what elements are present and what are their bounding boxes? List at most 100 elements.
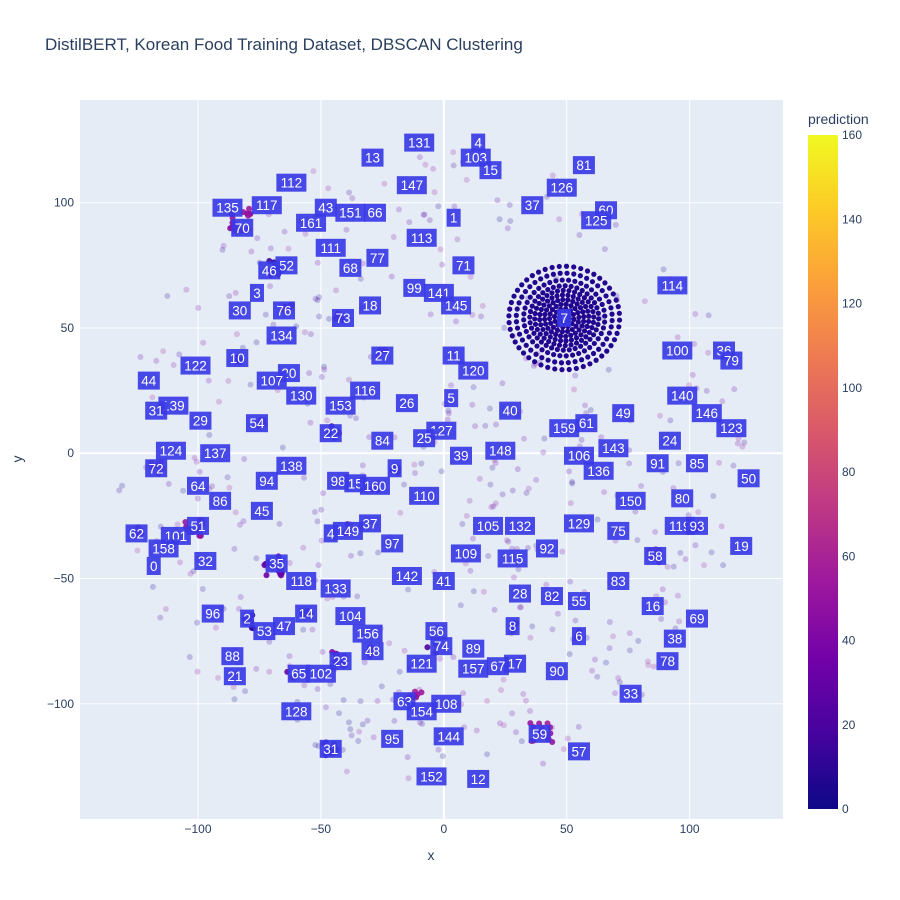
cluster-label-text: 33 [623,687,638,702]
ring-cluster-point [585,299,591,305]
ring-cluster-point [569,352,576,358]
cluster-label-90: 90 [545,662,568,681]
ring-cluster-point [594,305,600,311]
cluster-label-text: 78 [660,654,675,669]
ring-cluster-point [585,318,592,325]
cluster-label-box [432,572,455,591]
noise-point [348,732,355,739]
cluster-label-box [295,604,318,623]
noise-point [520,435,527,442]
noise-point [645,662,652,669]
noise-point [416,719,423,726]
cluster-label-box [505,617,520,636]
noise-point [677,549,684,556]
noise-point [357,550,364,557]
ring-cluster-point [537,317,543,323]
noise-point [435,746,442,753]
noise-point [490,503,497,510]
cluster-label-41: 41 [432,572,455,591]
cluster-label-text: 127 [430,424,453,439]
noise-point [512,729,519,736]
noise-point [457,602,464,609]
cluster-label-text: 68 [343,261,358,276]
cluster-label-box [446,208,461,227]
cluster-label-32: 32 [194,551,217,570]
noise-point [359,462,366,469]
noise-point [708,549,715,556]
ring-cluster-point [578,332,584,338]
cluster-label-box [404,133,435,152]
noise-point [232,289,239,296]
cluster-label-text: 82 [544,589,559,604]
cluster-label-142: 142 [391,566,422,585]
ring-cluster-point [530,339,536,345]
cluster-label-box [256,371,287,390]
ring-cluster-point [609,317,615,324]
ring-cluster-point [563,333,569,339]
ring-cluster-point [522,305,528,311]
noise-point [659,586,666,593]
cluster-label-text: 153 [329,399,352,414]
noise-point [499,380,506,387]
ring-cluster-point [527,314,533,320]
ring-cluster-point [554,288,561,294]
cluster-label-box [567,742,590,761]
ring-cluster-point [507,306,513,312]
ring-cluster-point [527,294,533,300]
ring-cluster-point [524,277,530,283]
cluster-label-123: 123 [716,419,747,438]
noise-point [301,682,308,689]
noise-point [501,324,508,331]
cluster-label-text: 154 [410,704,433,719]
ring-cluster-point [538,339,544,345]
cluster-label-45: 45 [250,501,273,520]
noise-point [165,480,172,487]
cluster-label-75: 75 [607,521,630,540]
ring-cluster-point [595,310,601,316]
cluster-label-text: 50 [741,471,756,486]
cluster-label-24: 24 [658,431,681,450]
cluster-label-text: 133 [324,582,347,597]
cluster-label-box [361,148,384,167]
cluster-label-box [521,196,544,215]
noise-point [187,570,194,577]
cluster-label-box [281,702,312,721]
noise-point [312,295,319,302]
ring-cluster-point [578,337,585,343]
noise-point [149,394,156,401]
cluster-label-box [359,296,382,315]
cluster-label-text: 47 [277,619,292,634]
cluster-label-text: 77 [370,251,385,266]
ring-cluster-point [521,311,527,317]
noise-point [487,481,494,488]
noise-point [343,226,350,233]
cluster-label-text: 74 [434,639,450,654]
cluster-label-16: 16 [641,597,664,616]
y-tick-label: 100 [54,196,74,210]
cluster-label-15: 15 [479,161,502,180]
cluster-label-text: 96 [205,607,220,622]
cluster-label-text: 100 [666,344,689,359]
ring-cluster-point [575,296,581,302]
noise-point [404,754,411,761]
cluster-label-98: 98 [327,471,350,490]
noise-point [606,619,613,626]
noise-point [488,503,495,510]
ring-cluster-point [603,293,609,299]
cluster-label-text: 69 [689,612,704,627]
cluster-label-159: 159 [549,419,580,438]
cluster-label-box [251,196,282,215]
cluster-label-box [646,454,669,473]
y-axis-title: y [9,456,25,463]
noise-point [262,311,269,318]
noise-point [605,366,612,373]
ring-cluster-point [508,299,515,306]
cluster-label-text: 24 [662,434,678,449]
ring-cluster-point [606,330,613,336]
ring-cluster-point [543,330,549,337]
ring-cluster-point [572,345,578,352]
ring-cluster-point [552,318,558,324]
